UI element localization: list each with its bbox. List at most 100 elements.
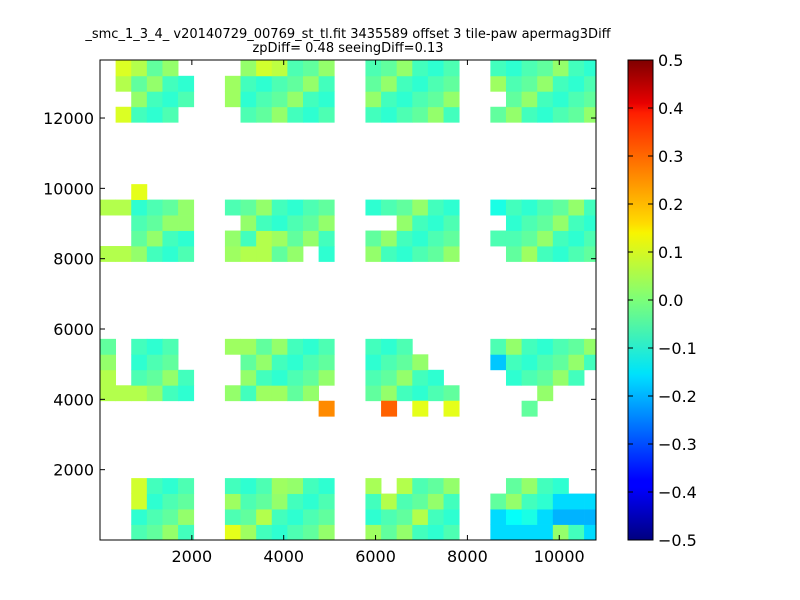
heatmap-cell — [584, 91, 597, 108]
heatmap-cell — [100, 369, 117, 386]
heatmap-cell — [381, 385, 398, 402]
heatmap-cell — [302, 385, 319, 402]
heatmap-cell — [224, 338, 241, 355]
heatmap-cell — [552, 246, 569, 262]
heatmap-cell — [552, 524, 569, 541]
chart-subtitle: zpDiff= 0.48 seeingDiff=0.13 — [252, 41, 443, 56]
heatmap-cell — [256, 369, 273, 386]
heatmap-cell — [365, 246, 382, 262]
heatmap-cell — [412, 478, 429, 494]
heatmap-cell — [396, 524, 413, 541]
heatmap-cell — [162, 106, 179, 123]
heatmap-cell — [240, 230, 257, 247]
heatmap-cell — [537, 246, 554, 262]
heatmap-cell — [287, 246, 304, 262]
heatmap-cell — [256, 75, 273, 92]
heatmap-cell — [146, 493, 163, 510]
heatmap-cell — [552, 199, 569, 216]
heatmap-cell — [537, 215, 554, 231]
heatmap-cell — [256, 509, 273, 525]
heatmap-cell — [302, 106, 319, 123]
heatmap-cell — [443, 91, 460, 108]
heatmap-cell — [505, 524, 522, 541]
heatmap-cell — [287, 60, 304, 77]
heatmap-cell — [396, 509, 413, 525]
heatmap-cell — [224, 478, 241, 494]
heatmap-cell — [552, 230, 569, 247]
heatmap-cell — [521, 106, 538, 123]
heatmap-cell — [505, 338, 522, 355]
heatmap-cell — [365, 230, 382, 247]
heatmap-cell — [537, 385, 554, 402]
heatmap-cell — [552, 338, 569, 355]
heatmap-cell — [271, 338, 288, 355]
heatmap-cell — [427, 478, 444, 494]
heatmap-cell — [271, 478, 288, 494]
heatmap-cell — [302, 338, 319, 355]
heatmap-cell — [412, 493, 429, 510]
colorbar-tick-label: −0.5 — [658, 531, 697, 550]
heatmap-cell — [537, 230, 554, 247]
heatmap-cell — [412, 246, 429, 262]
heatmap-cell — [240, 106, 257, 123]
heatmap-cell — [537, 199, 554, 216]
heatmap-cell — [427, 524, 444, 541]
heatmap-cell — [318, 354, 335, 371]
heatmap-cell — [224, 230, 241, 247]
heatmap-cell — [568, 199, 585, 216]
heatmap-cell — [412, 509, 429, 525]
heatmap-cell — [115, 246, 132, 262]
heatmap-cell — [318, 338, 335, 355]
heatmap-cell — [537, 354, 554, 371]
heatmap-cell — [178, 199, 195, 216]
heatmap-cell — [115, 106, 132, 123]
heatmap-cell — [318, 91, 335, 108]
heatmap-cell — [178, 91, 195, 108]
heatmap-cell — [584, 230, 597, 247]
heatmap-cell — [552, 106, 569, 123]
heatmap-cell — [287, 106, 304, 123]
heatmap-cell — [318, 75, 335, 92]
heatmap-cell — [271, 215, 288, 231]
heatmap-cell — [318, 246, 335, 262]
heatmap-cell — [427, 106, 444, 123]
heatmap-cell — [412, 199, 429, 216]
x-tick-label: 2000 — [171, 547, 212, 566]
heatmap-cell — [443, 199, 460, 216]
heatmap-cell — [115, 199, 132, 216]
heatmap-cell — [224, 199, 241, 216]
heatmap-cell — [287, 215, 304, 231]
heatmap-cell — [131, 354, 148, 371]
heatmap-cell — [287, 509, 304, 525]
heatmap-cell — [256, 215, 273, 231]
heatmap-cell — [287, 478, 304, 494]
heatmap-cell — [240, 91, 257, 108]
heatmap-cell — [521, 230, 538, 247]
heatmap-cell — [302, 215, 319, 231]
heatmap-cell — [396, 385, 413, 402]
heatmap-cell — [381, 60, 398, 77]
heatmap-cell — [271, 493, 288, 510]
colorbar-tick-label: 0.5 — [658, 51, 683, 70]
heatmap-cell — [490, 230, 507, 247]
heatmap-cell — [396, 60, 413, 77]
heatmap-cell — [131, 184, 148, 200]
heatmap-cell — [584, 199, 597, 216]
heatmap-cell — [302, 75, 319, 92]
heatmap-cell — [396, 75, 413, 92]
colorbar-tick-label: −0.4 — [658, 483, 697, 502]
heatmap-cell — [224, 91, 241, 108]
heatmap-cell — [224, 509, 241, 525]
heatmap-cell — [521, 354, 538, 371]
heatmap-cell — [100, 354, 117, 371]
chart-title: _smc_1_3_4_ v20140729_00769_st_tl.fit 34… — [84, 27, 611, 42]
heatmap-cell — [240, 478, 257, 494]
heatmap-cell — [365, 493, 382, 510]
heatmap-cell — [146, 246, 163, 262]
heatmap-cell — [381, 369, 398, 386]
heatmap-cell — [537, 493, 554, 510]
heatmap-cell — [427, 91, 444, 108]
heatmap-cell — [443, 246, 460, 262]
heatmap-cell — [505, 215, 522, 231]
heatmap-cell — [521, 338, 538, 355]
